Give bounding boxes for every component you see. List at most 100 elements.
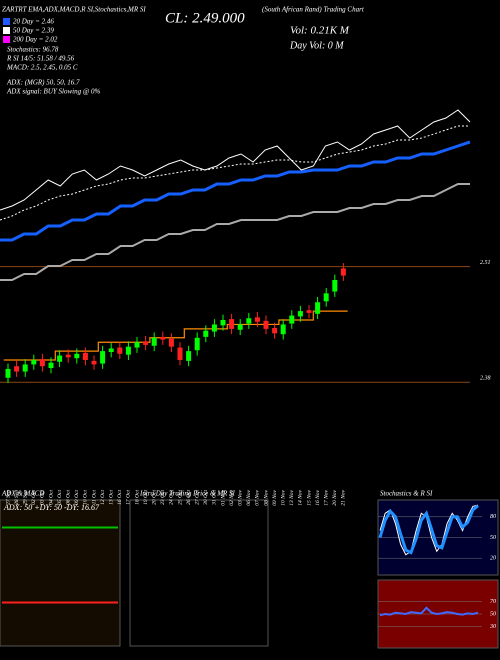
adx-panel [0, 499, 121, 647]
legend-label: 20 Day = 2.46 [13, 18, 54, 26]
x-tick-label: 16 Oct [117, 490, 123, 505]
x-tick-label: 08 Nov [263, 489, 269, 505]
candle-body [229, 319, 235, 329]
legend-label: 50 Day = 2.39 [13, 27, 54, 35]
candle-body [211, 324, 217, 332]
x-tick-label: 28 Sep [14, 490, 20, 505]
chart-subtitle: (South African Rand) Trading Chart [262, 6, 365, 14]
candle-body [280, 324, 286, 335]
y-tick-label: 30 [489, 624, 496, 630]
y-tick-label: 50 [490, 611, 496, 617]
candle-body [315, 302, 321, 314]
candle-body [5, 368, 11, 378]
candle-body [74, 353, 80, 359]
candle-body [332, 280, 338, 292]
x-tick-label: 05 Oct [57, 490, 63, 505]
volume: Vol: 0.21K M [290, 25, 350, 37]
panel-title: Stochastics & R SI [380, 490, 433, 498]
x-tick-label: 13 Nov [289, 489, 295, 505]
x-tick-label: 27 Sep [5, 490, 11, 505]
candle-body [177, 347, 183, 360]
x-tick-label: 20 Nov [332, 489, 338, 505]
x-tick-label: 02 Nov [229, 489, 235, 505]
candle-body [48, 362, 54, 368]
x-tick-label: 21 Nov [341, 489, 347, 505]
y-tick-label: 70 [490, 599, 496, 605]
series-line [0, 109, 471, 211]
candle-body [220, 320, 226, 326]
candle-body [14, 366, 20, 372]
stat-text: Stochastics: 96.78 [7, 46, 59, 54]
adx-values: ADX: 50 +DY: 50 -DY: 16.67 [3, 503, 100, 512]
candle-body [100, 351, 106, 364]
x-tick-label: 03 Oct [40, 490, 46, 505]
y-tick-label: 2.38 [480, 376, 491, 382]
x-tick-label: 04 Oct [47, 490, 54, 505]
candle-body [31, 360, 37, 365]
candle-body [151, 337, 157, 346]
y-tick-label: 50 [490, 535, 496, 541]
candle-body [160, 336, 166, 340]
x-tick-label: 07 Nov [255, 489, 261, 505]
x-tick-label: 10 Oct [83, 490, 89, 505]
x-tick-label: 27 Oct [194, 490, 200, 505]
x-tick-label: 09 Oct [74, 490, 80, 505]
x-tick-label: 24 Oct [168, 490, 175, 505]
chart-title: ZARTRT EMA,ADX,MACD,R SI,Stochastics,MR … [2, 6, 146, 14]
x-tick-label: 10 Nov [280, 489, 286, 505]
series-line [0, 183, 470, 281]
candle-body [323, 293, 329, 302]
candle-body [272, 328, 278, 334]
x-tick-label: 12 Oct [100, 490, 106, 505]
candle-body [289, 315, 295, 324]
x-tick-label: 25 Oct [177, 490, 183, 505]
candle-body [125, 346, 131, 355]
day-volume: Day Vol: 0 M [289, 40, 344, 51]
x-tick-label: 17 Oct [126, 490, 132, 505]
x-tick-label: 17 Nov [323, 489, 329, 505]
candle-body [340, 268, 346, 276]
candle-body [306, 310, 312, 313]
y-tick-label: 20 [490, 556, 496, 562]
x-tick-label: 14 Nov [297, 489, 304, 505]
candle-body [65, 354, 71, 358]
candle-body [246, 318, 252, 324]
candle-body [57, 355, 63, 362]
legend-swatch [3, 36, 10, 43]
x-tick-label: 15 Nov [306, 489, 312, 505]
candle-body [91, 360, 97, 365]
x-tick-label: 29 Sep [22, 490, 28, 505]
panel-title: ADX & MACD [1, 490, 44, 498]
x-tick-label: 06 Nov [246, 489, 252, 505]
close-price: CL: 2.49.000 [165, 10, 245, 26]
candle-body [82, 352, 88, 360]
candle-body [237, 324, 243, 330]
stat-text: R SI 14/5: 51.58 / 49.56 [6, 55, 75, 63]
x-tick-label: 19 Oct [143, 490, 149, 505]
panel-title: Intra Day Trading Price & MR SI [139, 490, 236, 498]
intraday-panel [129, 499, 269, 647]
x-tick-label: 09 Nov [272, 489, 278, 505]
x-tick-label: 11 Oct [91, 490, 97, 505]
y-tick-label: 80 [490, 514, 496, 520]
stat-text: ADX: (MGR) 50, 50, 16.7 [6, 79, 80, 87]
candle-body [108, 348, 114, 352]
candle-body [203, 330, 209, 337]
x-tick-label: 06 Oct [65, 490, 71, 505]
x-tick-label: 03 Nov [237, 489, 243, 505]
y-tick-label: 2.51 [480, 260, 491, 266]
series-line [378, 504, 479, 555]
x-tick-label: 16 Nov [315, 489, 321, 505]
stat-text: ADX signal: BUY Slowing @ 0% [6, 88, 101, 96]
series-line [379, 606, 479, 617]
series-line [0, 140, 471, 242]
x-tick-label: 23 Oct [160, 490, 166, 505]
x-tick-label: 01 Nov [220, 489, 226, 505]
candle-body [263, 320, 269, 329]
candle-body [168, 338, 174, 347]
series-line [379, 504, 479, 556]
candle-body [186, 351, 192, 361]
x-tick-label: 02 Oct [31, 490, 37, 505]
candle-body [297, 311, 303, 317]
